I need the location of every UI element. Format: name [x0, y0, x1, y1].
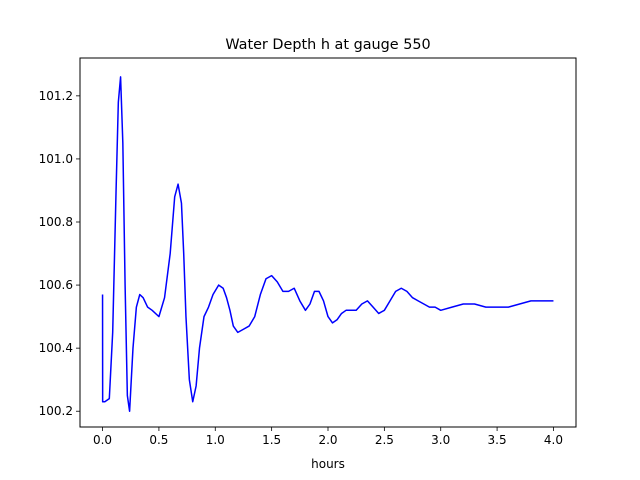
chart-title: Water Depth h at gauge 550: [225, 37, 430, 53]
y-tick-label: 101.2: [39, 89, 73, 103]
x-tick-label: 2.0: [318, 433, 337, 447]
x-axis: 0.0 0.5 1.0 1.5 2.0 2.5 3.0 3.5 4.0: [93, 427, 563, 447]
y-tick-label: 100.4: [39, 341, 73, 355]
y-axis: 100.2 100.4 100.6 100.8 101.0 101.2: [39, 89, 80, 418]
y-tick-label: 100.6: [39, 278, 73, 292]
plot-area: [101, 76, 554, 412]
x-tick-label: 0.5: [149, 433, 168, 447]
y-tick-label: 100.2: [39, 404, 73, 418]
x-tick-label: 3.5: [488, 433, 507, 447]
x-tick-label: 3.0: [431, 433, 450, 447]
x-tick-label: 0.0: [93, 433, 112, 447]
x-tick-label: 2.5: [375, 433, 394, 447]
x-axis-label: hours: [311, 457, 345, 471]
series-line-0: [101, 76, 554, 412]
x-tick-label: 1.0: [206, 433, 225, 447]
x-tick-label: 4.0: [544, 433, 563, 447]
y-tick-label: 101.0: [39, 152, 73, 166]
y-tick-label: 100.8: [39, 215, 73, 229]
x-tick-label: 1.5: [262, 433, 281, 447]
